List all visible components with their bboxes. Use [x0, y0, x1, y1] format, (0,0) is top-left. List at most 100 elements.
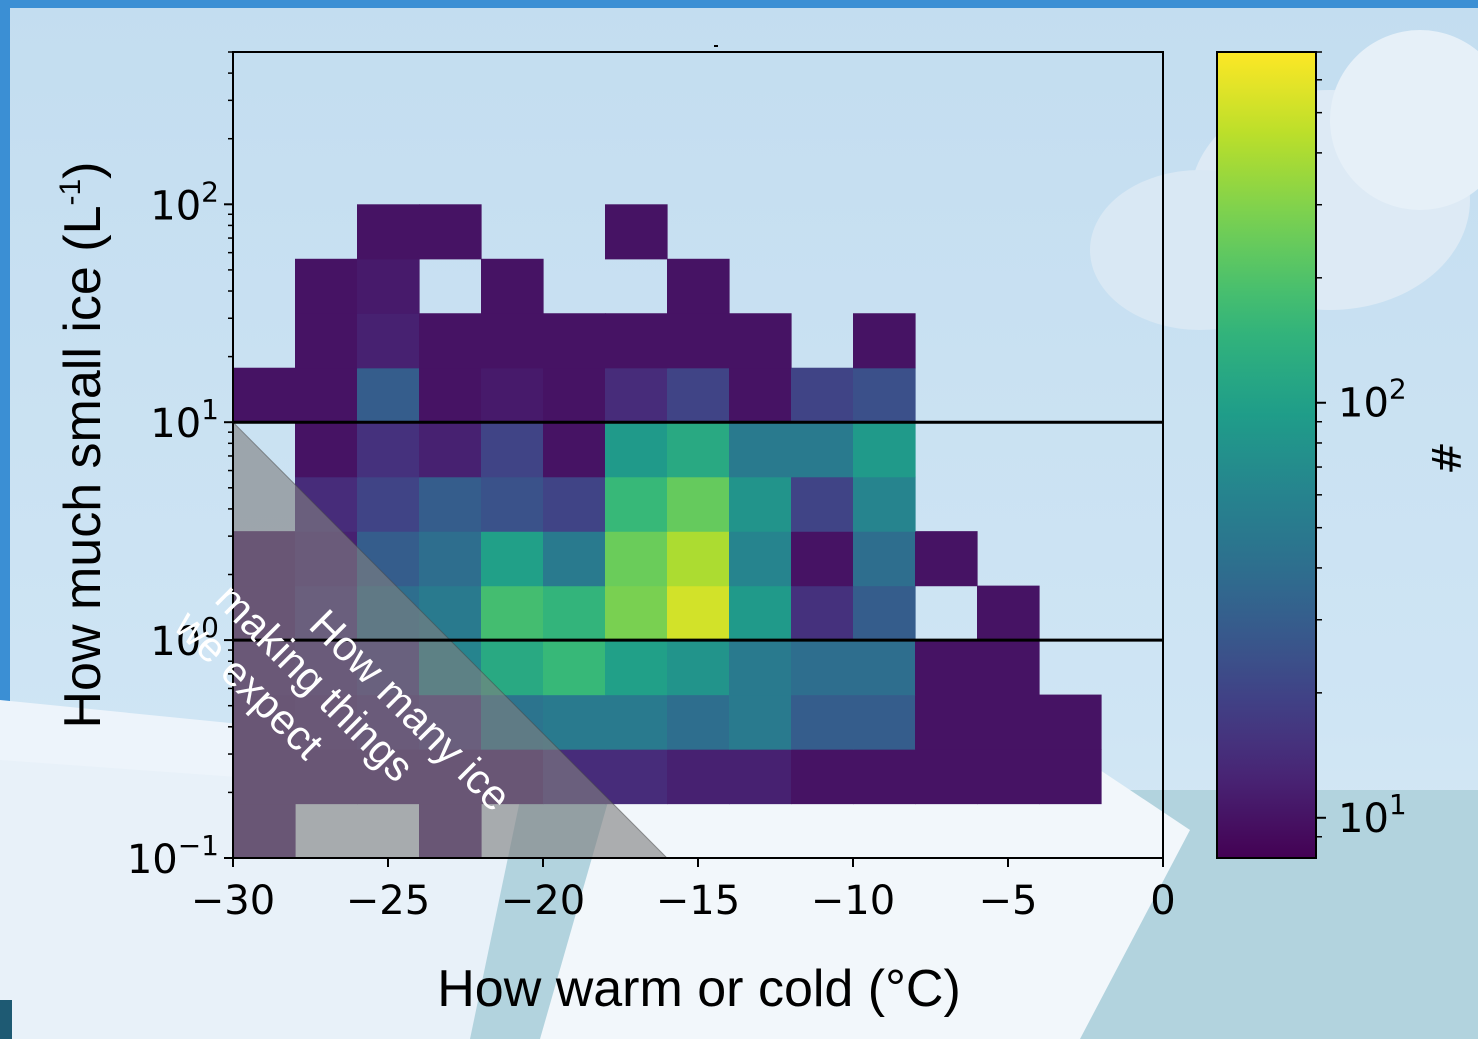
heatmap-cell — [729, 422, 792, 478]
colorbar-fill — [1216, 51, 1317, 859]
heatmap-cell — [667, 422, 730, 478]
heatmap-cell — [481, 585, 544, 641]
heatmap-cell — [543, 585, 606, 641]
y-tick-label: 102 — [150, 175, 219, 229]
x-tick-label: −20 — [501, 878, 585, 924]
x-tick-label: 0 — [1150, 878, 1175, 924]
colorbar-tick-label: 101 — [1338, 788, 1407, 842]
heatmap-cell — [605, 749, 668, 805]
x-tick-label: −25 — [346, 878, 430, 924]
heatmap-cell — [915, 749, 978, 805]
heatmap-cell — [729, 313, 792, 369]
heatmap-cell — [853, 749, 916, 805]
heatmap-cell — [605, 313, 668, 369]
heatmap-cell — [915, 531, 978, 587]
heatmap-cell — [357, 367, 420, 423]
heatmap-cell — [357, 422, 420, 478]
heatmap-cell — [419, 531, 482, 587]
heatmap-cell — [605, 531, 668, 587]
heatmap-cell — [667, 476, 730, 532]
heatmap-cell — [295, 258, 358, 314]
heatmap-cell — [481, 531, 544, 587]
heatmap-cell — [543, 476, 606, 532]
heatmap-cell — [791, 749, 854, 805]
heatmap-cell — [543, 367, 606, 423]
heatmap-cell — [419, 204, 482, 260]
heatmap-cell — [419, 422, 482, 478]
heatmap-cell — [853, 694, 916, 750]
heatmap-cell — [605, 204, 668, 260]
colorbar-label: # — [1422, 441, 1468, 475]
heatmap-cell — [853, 313, 916, 369]
heatmap-cell — [915, 640, 978, 696]
heatmap-cell — [667, 749, 730, 805]
heatmap-cell — [667, 585, 730, 641]
heatmap-cell — [233, 367, 296, 423]
heatmap-cell — [791, 367, 854, 423]
heatmap-cell — [729, 694, 792, 750]
y-axis-label-base: How much small ice (L — [54, 205, 112, 728]
heatmap-cell — [977, 749, 1040, 805]
heatmap-cell — [605, 367, 668, 423]
heatmap-cell — [419, 313, 482, 369]
heatmap-cell — [791, 585, 854, 641]
heatmap-cell — [543, 313, 606, 369]
heatmap-cell — [543, 531, 606, 587]
heatmap-cell — [853, 531, 916, 587]
heatmap-cell — [605, 640, 668, 696]
heatmap-cell — [853, 367, 916, 423]
y-tick-label: 101 — [150, 393, 219, 447]
heatmap-cell — [295, 313, 358, 369]
y-tick-label: 100 — [150, 611, 219, 665]
x-tick-label: −5 — [979, 878, 1038, 924]
heatmap-cell — [729, 367, 792, 423]
heatmap-cell — [729, 749, 792, 805]
x-tick-label: −15 — [656, 878, 740, 924]
y-axis-label-end: ) — [54, 161, 112, 178]
heatmap-cell — [605, 585, 668, 641]
heatmap-cell — [791, 422, 854, 478]
heatmap-cell — [791, 531, 854, 587]
heatmap-cell — [729, 585, 792, 641]
x-tick-label: −10 — [811, 878, 895, 924]
y-axis-label-sup: -1 — [54, 179, 87, 206]
heatmap-cell — [1039, 749, 1102, 805]
heatmap-cell — [667, 694, 730, 750]
heatmap-cell — [357, 204, 420, 260]
heatmap-cell — [605, 422, 668, 478]
heatmap-cell — [419, 476, 482, 532]
heatmap-cell — [357, 313, 420, 369]
heatmap-cell — [667, 313, 730, 369]
heatmap-cell — [667, 640, 730, 696]
heatmap-cell — [543, 640, 606, 696]
heatmap-cell — [295, 367, 358, 423]
heatmap-cell — [853, 585, 916, 641]
heatmap-cell — [729, 640, 792, 696]
x-axis-label: How warm or cold (°C) — [437, 960, 961, 1018]
heatmap-cell — [295, 422, 358, 478]
heatmap-cell — [729, 531, 792, 587]
heatmap-cell — [481, 367, 544, 423]
heatmap-cell — [543, 422, 606, 478]
axes: −30 −25 −20 −15 −10 −5 0 10−1 100 101 102 — [127, 45, 1176, 924]
heatmap-cell — [1039, 694, 1102, 750]
x-tick-label: −30 — [191, 878, 275, 924]
heatmap-cell — [977, 694, 1040, 750]
heatmap-cell — [977, 585, 1040, 641]
heatmap-cell — [853, 422, 916, 478]
heatmap-cell — [667, 258, 730, 314]
heatmap-cell — [791, 476, 854, 532]
heatmap-cell — [915, 694, 978, 750]
heatmap-cell — [667, 367, 730, 423]
y-axis-label: How much small ice (L-1) — [54, 161, 112, 728]
heatmap-cell — [791, 694, 854, 750]
heatmap-cell — [853, 640, 916, 696]
y-tick-label: 10−1 — [127, 829, 219, 883]
heatmap-cell — [853, 476, 916, 532]
reference-lines — [233, 420, 1163, 642]
heatmap-cell — [791, 640, 854, 696]
colorbar: 101 102 — [1216, 51, 1407, 859]
heatmap-cell — [481, 476, 544, 532]
heatmap-cell — [481, 422, 544, 478]
